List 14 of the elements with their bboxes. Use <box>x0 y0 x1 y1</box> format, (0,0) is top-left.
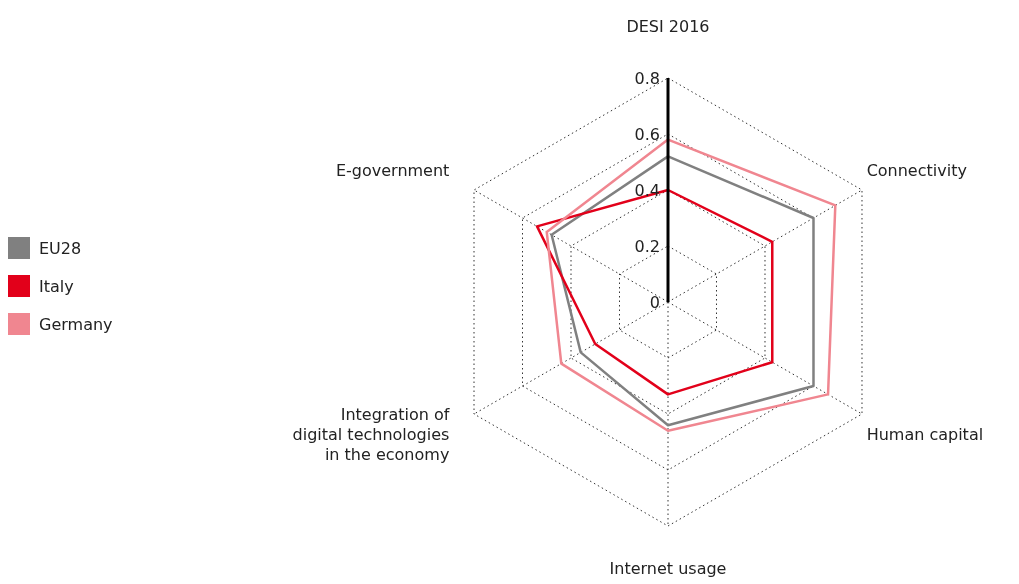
spoke-label: Internet usage <box>609 558 727 578</box>
spoke-label: E-government <box>335 160 450 180</box>
legend-label: EU28 <box>39 238 82 258</box>
spoke-label: Connectivity <box>866 160 967 180</box>
spoke-label: DESI 2016 <box>626 16 710 36</box>
spoke-label: Human capital <box>866 424 984 444</box>
legend-label: Germany <box>39 314 113 334</box>
y-tick-label: 0.6 <box>634 124 660 144</box>
legend-label: Italy <box>39 276 74 296</box>
y-tick-label: 0.2 <box>634 236 660 256</box>
spoke-label: Integration of digital technologies in the economy <box>292 404 450 464</box>
y-tick-label: 0.8 <box>634 68 660 88</box>
y-tick-label: 0.4 <box>634 180 660 200</box>
y-tick-label: 0 <box>649 292 660 312</box>
